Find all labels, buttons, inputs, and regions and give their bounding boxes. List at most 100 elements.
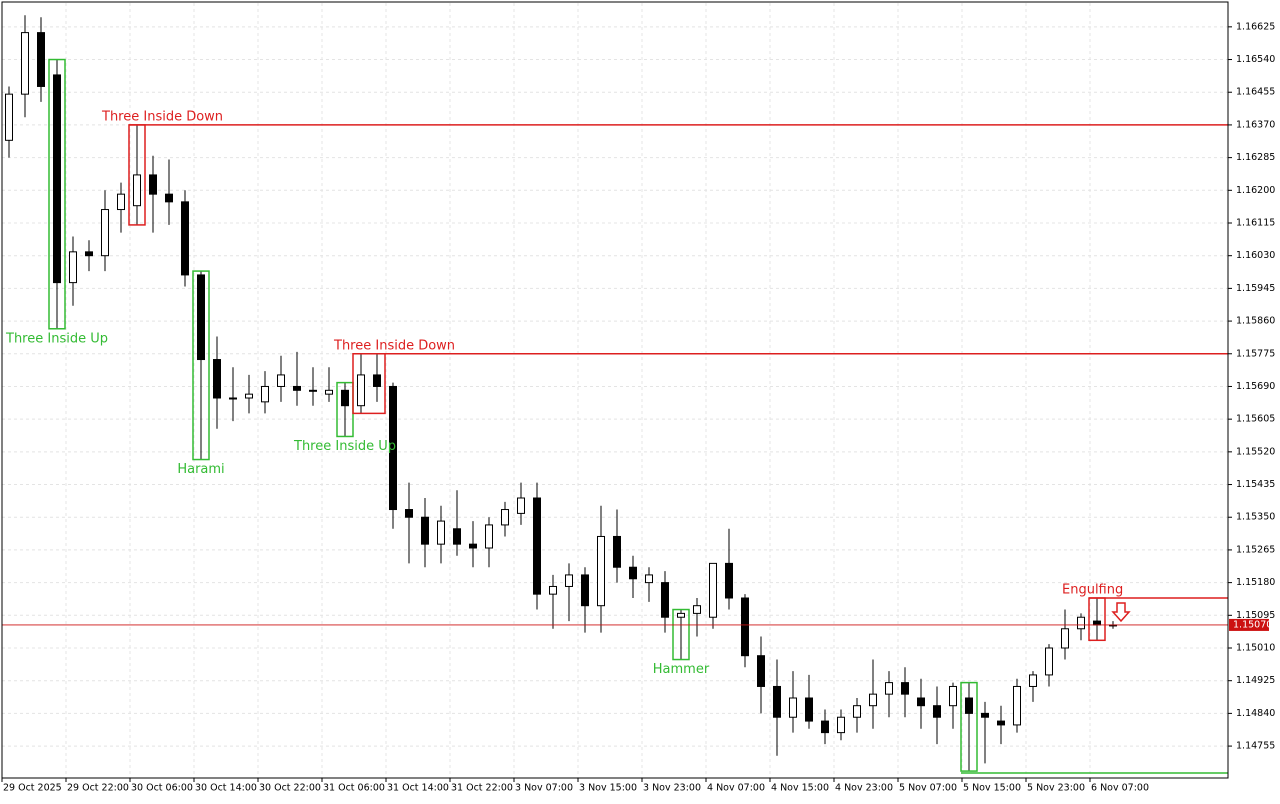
- y-tick-label: 1.15265: [1236, 544, 1275, 555]
- x-tick-label: 29 Oct 22:00: [67, 783, 129, 794]
- x-tick-label: 4 Nov 23:00: [835, 783, 893, 794]
- candle-body: [517, 497, 525, 514]
- candle-body: [901, 682, 909, 695]
- y-tick-label: 1.16200: [1236, 185, 1275, 196]
- y-tick-label: 1.15605: [1236, 414, 1275, 425]
- sell-arrow: [1111, 602, 1131, 623]
- pattern-box: [960, 681, 978, 772]
- candle-body: [309, 389, 317, 392]
- x-tick-label: 30 Oct 06:00: [131, 783, 193, 794]
- x-tick-label: 4 Nov 07:00: [707, 783, 765, 794]
- last-price-label: 1.15070: [1233, 619, 1272, 630]
- y-tick-label: 1.15520: [1236, 446, 1275, 457]
- candle-body: [597, 535, 605, 607]
- y-tick-label: 1.15010: [1236, 643, 1275, 654]
- candle-body: [757, 655, 765, 687]
- pattern-box: [672, 608, 690, 661]
- candle-body: [37, 32, 45, 87]
- candle-body: [325, 389, 333, 395]
- x-tick-label: 30 Oct 14:00: [195, 783, 257, 794]
- candle-body: [1029, 674, 1037, 687]
- candle-body: [341, 389, 349, 407]
- pattern-label: Engulfing: [1062, 583, 1123, 598]
- candle-body: [853, 705, 861, 718]
- candle-body: [485, 524, 493, 549]
- last-price-box: [1229, 618, 1269, 631]
- x-tick-label: 4 Nov 15:00: [771, 783, 829, 794]
- pattern-label: Harami: [177, 462, 224, 477]
- y-tick-label: 1.16115: [1236, 218, 1275, 229]
- candle-body: [741, 597, 749, 657]
- x-tick-label: 31 Oct 06:00: [323, 783, 385, 794]
- candle-body: [1093, 620, 1101, 626]
- candle-body: [917, 697, 925, 707]
- candle-body: [661, 582, 669, 618]
- pattern-label: Three Inside Down: [101, 109, 223, 124]
- candle-body: [229, 397, 237, 400]
- y-tick-label: 1.15860: [1236, 316, 1275, 327]
- candle-body: [885, 682, 893, 695]
- y-tick-label: 1.15775: [1236, 348, 1275, 359]
- candle-body: [261, 385, 269, 403]
- candle-body: [133, 174, 141, 207]
- candle-body: [693, 605, 701, 614]
- candle-body: [197, 274, 205, 361]
- y-tick-label: 1.14840: [1236, 708, 1275, 719]
- candle-body: [21, 32, 29, 95]
- x-tick-label: 30 Oct 22:00: [259, 783, 321, 794]
- x-tick-label: 29 Oct 2025: [3, 783, 62, 794]
- candle-body: [421, 516, 429, 545]
- pattern-label: Three Inside Up: [5, 331, 108, 346]
- candle-body: [213, 359, 221, 399]
- candle-body: [373, 374, 381, 387]
- candle-body: [293, 385, 301, 391]
- x-tick-label: 5 Nov 15:00: [963, 783, 1021, 794]
- candle-body: [981, 712, 989, 718]
- candle-body: [629, 566, 637, 580]
- y-tick-label: 1.16285: [1236, 152, 1275, 163]
- y-tick-label: 1.14925: [1236, 675, 1275, 686]
- candle-body: [53, 74, 61, 284]
- candle-body: [453, 528, 461, 545]
- x-tick-label: 31 Oct 22:00: [451, 783, 513, 794]
- candle-body: [821, 720, 829, 734]
- candle-body: [933, 705, 941, 718]
- candle-body: [101, 209, 109, 257]
- candle-body: [165, 193, 173, 203]
- pattern-box: [48, 58, 66, 330]
- candle-body: [501, 509, 509, 526]
- y-tick-label: 1.16625: [1236, 21, 1275, 32]
- x-tick-label: 5 Nov 07:00: [899, 783, 957, 794]
- candle-body: [869, 693, 877, 707]
- y-tick-label: 1.15095: [1236, 610, 1275, 621]
- candle-body: [5, 93, 13, 141]
- pattern-label: Hammer: [653, 662, 710, 677]
- candle-body: [837, 716, 845, 734]
- candle-body: [965, 697, 973, 714]
- candle-body: [1061, 628, 1069, 649]
- candle-body: [69, 251, 77, 284]
- y-tick-label: 1.16455: [1236, 87, 1275, 98]
- plot-frame: [1, 1, 1229, 779]
- candle-body: [469, 543, 477, 549]
- candle-body: [437, 520, 445, 545]
- candle-body: [613, 535, 621, 568]
- x-tick-label: 3 Nov 23:00: [643, 783, 701, 794]
- candle-body: [949, 685, 957, 707]
- x-tick-label: 3 Nov 07:00: [515, 783, 573, 794]
- candle-body: [773, 685, 781, 718]
- candle-body: [405, 509, 413, 518]
- x-tick-label: 6 Nov 07:00: [1091, 783, 1149, 794]
- candle-body: [85, 251, 93, 257]
- candle-body: [245, 393, 253, 399]
- y-tick-label: 1.16030: [1236, 250, 1275, 261]
- y-tick-label: 1.15180: [1236, 577, 1275, 588]
- y-tick-label: 1.15350: [1236, 512, 1275, 523]
- x-tick-label: 5 Nov 23:00: [1027, 783, 1085, 794]
- x-tick-label: 3 Nov 15:00: [579, 783, 637, 794]
- y-tick-label: 1.16540: [1236, 54, 1275, 65]
- candle-body: [677, 612, 685, 618]
- candle-body: [581, 574, 589, 607]
